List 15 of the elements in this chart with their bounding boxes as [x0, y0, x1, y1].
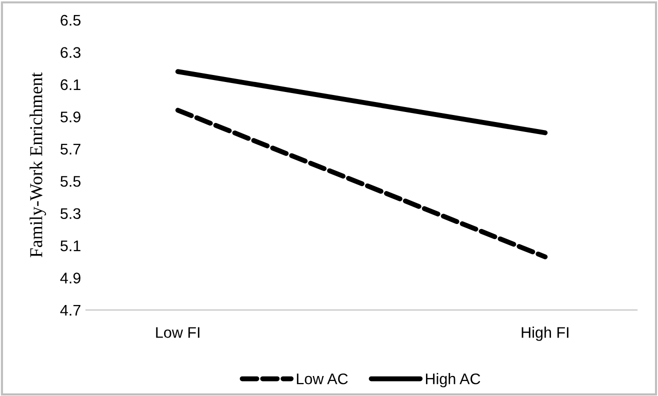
- x-tick-label: Low FI: [156, 327, 200, 338]
- y-tick-label: 5.7: [60, 144, 80, 155]
- legend-label: High AC: [426, 373, 480, 388]
- y-tick-label: 5.5: [60, 176, 80, 187]
- y-tick-label: 5.9: [60, 112, 80, 122]
- y-tick-label: 4.7: [60, 305, 80, 316]
- legend-label: Low AC: [296, 373, 348, 384]
- y-axis-title: Family-Work Enrichment: [30, 72, 46, 258]
- y-tick-label: 6.5: [60, 14, 80, 26]
- y-tick-label: 5.3: [60, 208, 80, 220]
- y-tick-label: 5.1: [60, 240, 80, 252]
- x-tick-label: High FI: [522, 326, 568, 341]
- y-tick-label: 4.9: [60, 272, 80, 284]
- y-tick-label: 6.1: [60, 79, 80, 90]
- y-tick-label: 6.3: [60, 47, 80, 58]
